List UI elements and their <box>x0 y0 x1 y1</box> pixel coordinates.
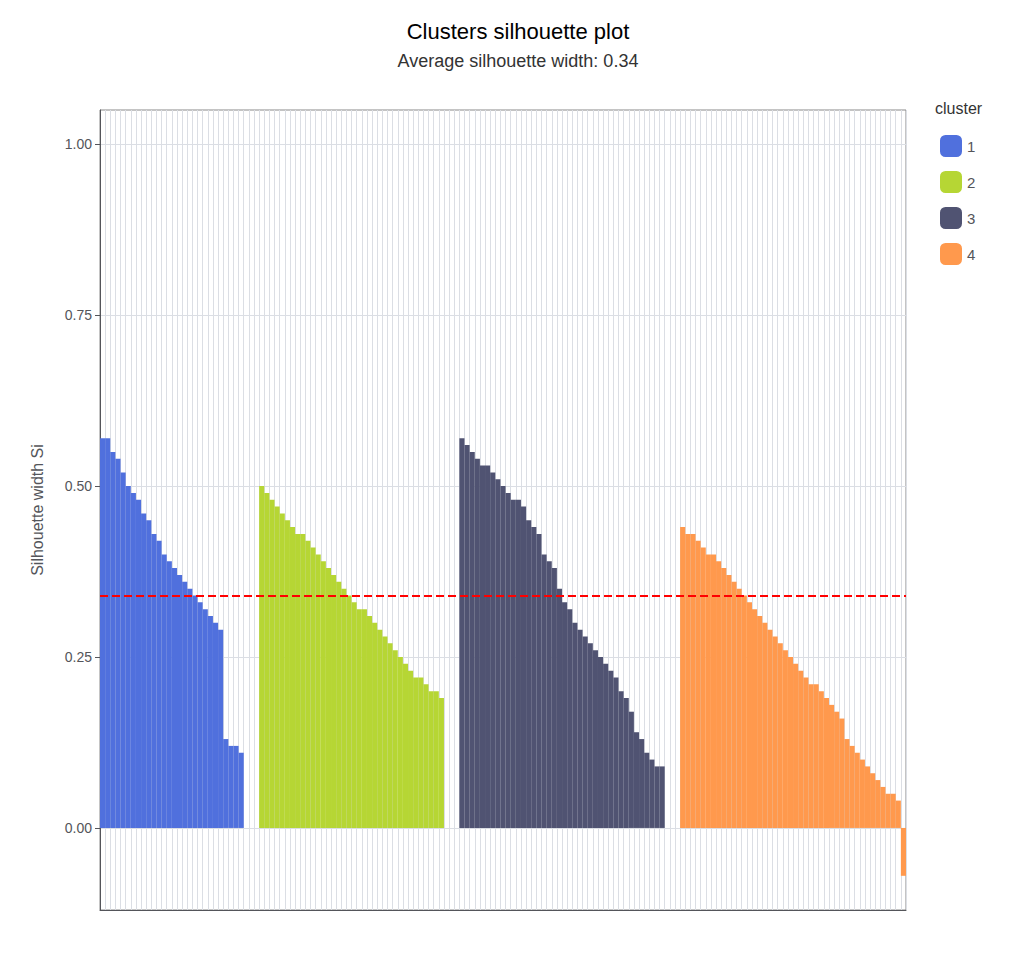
svg-text:2: 2 <box>967 174 975 191</box>
svg-text:0.00: 0.00 <box>65 820 92 836</box>
svg-text:cluster: cluster <box>935 100 983 117</box>
svg-text:0.75: 0.75 <box>65 307 92 323</box>
svg-text:0.25: 0.25 <box>65 649 92 665</box>
svg-text:4: 4 <box>967 246 975 263</box>
svg-text:1.00: 1.00 <box>65 136 92 152</box>
svg-text:0.50: 0.50 <box>65 478 92 494</box>
svg-text:Silhouette width Si: Silhouette width Si <box>29 444 46 576</box>
svg-text:3: 3 <box>967 210 975 227</box>
svg-text:1: 1 <box>967 138 975 155</box>
svg-text:Average silhouette width: 0.34: Average silhouette width: 0.34 <box>398 51 639 71</box>
svg-text:Clusters silhouette plot: Clusters silhouette plot <box>407 19 630 44</box>
